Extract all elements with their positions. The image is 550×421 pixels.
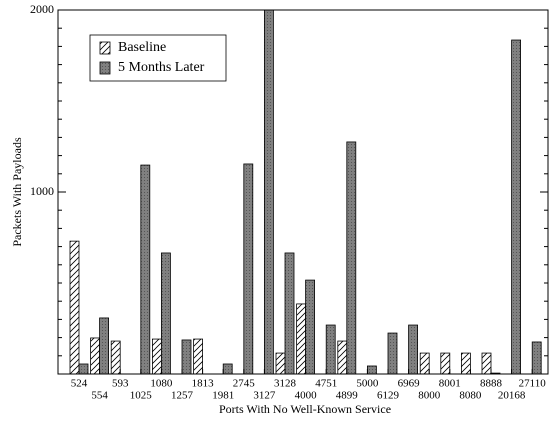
x-tick-label: 1813 [192, 378, 215, 390]
bar [78, 363, 89, 374]
legend-box [89, 34, 227, 82]
bar [110, 340, 121, 374]
bar [337, 340, 348, 374]
legend-swatch [99, 61, 111, 75]
bar [263, 10, 274, 374]
bar [325, 324, 336, 374]
bar [275, 352, 286, 374]
bar [419, 352, 430, 374]
bar [99, 317, 109, 374]
bar [193, 338, 204, 374]
x-tick-label: 6969 [398, 378, 421, 390]
x-tick-label: 8001 [439, 378, 461, 390]
bar [151, 338, 162, 374]
x-tick-label: 1981 [212, 390, 234, 402]
bar [440, 352, 451, 374]
x-tick-label: 4000 [295, 390, 318, 402]
y-tick-label: 1000 [30, 184, 54, 198]
x-tick-label: 8080 [459, 390, 482, 402]
bar [90, 337, 100, 374]
x-tick-label: 6129 [377, 390, 400, 402]
bar [346, 141, 357, 374]
bar [387, 332, 398, 374]
x-tick-label: 1025 [130, 390, 153, 402]
bar [366, 365, 377, 374]
x-tick-label: 3128 [274, 378, 297, 390]
bar [305, 279, 316, 374]
bar [140, 164, 151, 374]
x-tick-label: 554 [91, 390, 108, 402]
bar [181, 339, 192, 374]
x-tick-label: 8000 [418, 390, 441, 402]
legend-swatch [99, 41, 111, 55]
x-tick-label: 4751 [315, 378, 337, 390]
plot-area [69, 10, 542, 374]
bar [408, 324, 419, 374]
bar [222, 363, 233, 374]
x-tick-label: 524 [71, 378, 88, 390]
legend-label: Baseline [118, 40, 166, 55]
bar [511, 39, 522, 374]
bar [531, 341, 542, 374]
x-tick-label: 8888 [480, 378, 503, 390]
x-tick-label: 27110 [519, 378, 547, 390]
x-tick-label: 4899 [336, 390, 359, 402]
legend-label: 5 Months Later [118, 60, 205, 75]
bar [69, 240, 80, 374]
bar [243, 163, 254, 374]
y-axis-title: Packets With Payloads [10, 137, 24, 247]
bar [481, 352, 492, 374]
bar [460, 352, 471, 374]
bar [284, 252, 295, 374]
x-tick-label: 5000 [356, 378, 379, 390]
bar [160, 252, 171, 374]
x-tick-label: 1257 [171, 390, 194, 402]
x-tick-label: 20168 [498, 390, 526, 402]
x-tick-label: 2745 [233, 378, 256, 390]
y-tick-label: 2000 [30, 2, 54, 16]
x-tick-label: 1080 [150, 378, 173, 390]
x-tick-label: 3127 [253, 390, 276, 402]
bar [296, 303, 307, 374]
x-tick-label: 593 [112, 378, 129, 390]
x-axis-title: Ports With No Well-Known Service [219, 402, 391, 416]
